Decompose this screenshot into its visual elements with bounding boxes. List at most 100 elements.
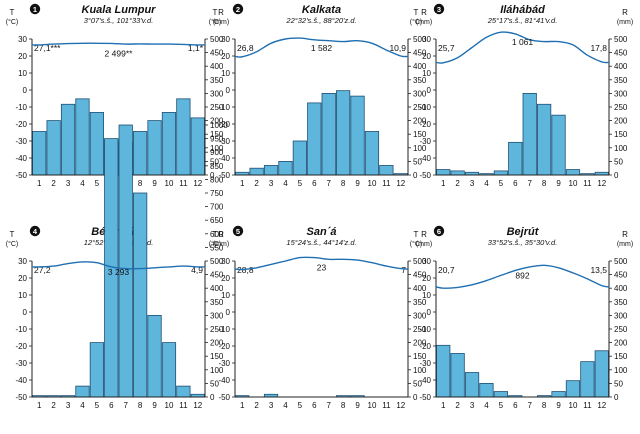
rain-axis-label: R	[421, 8, 427, 17]
rain-tick-label: 50	[413, 379, 422, 388]
rain-tick-label: 800	[210, 175, 224, 184]
month-label: 2	[455, 179, 460, 188]
rain-tick-label: 650	[210, 216, 224, 225]
temp-tick-label: 20	[221, 52, 230, 61]
month-label: 12	[597, 179, 606, 188]
station-coords: 3°07's.š., 101°33'v.d.	[84, 16, 154, 25]
temp-tick-label: 30	[221, 257, 230, 266]
annual-mean-temp: 26,8	[237, 43, 254, 53]
temp-tick-label: -30	[419, 359, 431, 368]
rain-tick-label: 150	[413, 130, 427, 139]
temp-tick-label: 10	[422, 69, 431, 78]
month-label: 12	[396, 179, 405, 188]
temp-tick-label: 30	[422, 257, 431, 266]
station-coords: 25°17's.š., 81°41'v.d.	[487, 16, 558, 25]
precip-bar	[161, 112, 177, 176]
rain-tick-label: 350	[210, 76, 224, 85]
rain-tick-label: 400	[614, 284, 628, 293]
rain-tick-label: 250	[614, 325, 628, 334]
month-label: 9	[355, 401, 360, 410]
month-label: 8	[138, 179, 143, 188]
precip-bar	[133, 192, 148, 398]
month-label: 4	[484, 401, 489, 410]
rain-tick-label: 350	[413, 298, 427, 307]
temp-tick-label: -10	[218, 103, 230, 112]
month-label: 10	[165, 179, 174, 188]
rain-tick-label: 500	[413, 35, 427, 44]
rain-axis-label: R	[218, 8, 224, 17]
month-label: 12	[597, 401, 606, 410]
precip-bar	[263, 165, 279, 176]
annual-mean-temp: 20,7	[438, 265, 455, 275]
temp-tick-label: -50	[218, 171, 230, 180]
month-label: 1	[240, 401, 245, 410]
rain-tick-label: 0	[210, 393, 215, 402]
temp-tick-label: -40	[419, 376, 431, 385]
month-label: 9	[152, 179, 157, 188]
station-name: Bejrút	[507, 226, 540, 238]
month-label: 2	[254, 179, 259, 188]
precip-bar	[508, 141, 523, 176]
temp-tick-label: 0	[427, 308, 432, 317]
precip-bar	[379, 165, 394, 176]
month-label: 6	[312, 179, 317, 188]
annual-temp-range: 1,1*	[188, 43, 204, 53]
rain-tick-label: 0	[614, 171, 619, 180]
precip-bar	[464, 372, 480, 398]
rain-tick-label: 900	[210, 148, 224, 157]
rain-tick-label: 500	[614, 35, 628, 44]
temp-axis-label: T	[10, 8, 15, 17]
month-label: 4	[484, 179, 489, 188]
month-label: 4	[283, 401, 288, 410]
precip-bar	[522, 93, 537, 176]
annual-precip-total: 2 499**	[105, 48, 134, 58]
precip-bar	[278, 160, 293, 176]
temp-axis-label: T	[10, 230, 15, 239]
temp-tick-label: -40	[218, 376, 230, 385]
precip-bar	[350, 95, 365, 176]
precip-bar	[565, 169, 581, 176]
rain-tick-label: 0	[210, 171, 215, 180]
month-label: 7	[326, 179, 331, 188]
rain-tick-label: 400	[413, 62, 427, 71]
rain-tick-label: 1000	[210, 121, 228, 130]
precip-bar	[133, 131, 148, 176]
month-label: 5	[298, 179, 303, 188]
rain-tick-label: 250	[210, 325, 224, 334]
temp-axis-label: T	[213, 230, 218, 239]
month-label: 12	[193, 401, 202, 410]
month-label: 11	[583, 401, 592, 410]
temp-tick-label: 0	[427, 86, 432, 95]
temp-tick-label: -50	[419, 171, 431, 180]
month-label: 9	[556, 179, 561, 188]
annual-mean-temp: 27,2	[34, 265, 51, 275]
rain-tick-label: 200	[210, 339, 224, 348]
rain-tick-label: 300	[210, 311, 224, 320]
temp-tick-label: 0	[226, 86, 231, 95]
precip-bar	[249, 167, 264, 176]
precip-bar	[89, 342, 104, 398]
annual-precip-total: 892	[515, 270, 529, 280]
month-label: 3	[470, 179, 475, 188]
rain-tick-label: 100	[614, 144, 628, 153]
month-label: 9	[355, 179, 360, 188]
precip-bar	[580, 361, 595, 398]
rain-tick-label: 150	[210, 130, 224, 139]
annual-precip-total: 1 061	[512, 37, 534, 47]
month-label: 2	[51, 179, 56, 188]
temperature-line	[234, 256, 409, 271]
station-coords: 22°32's.š., 88°20'z.d.	[285, 16, 356, 25]
month-label: 10	[368, 179, 377, 188]
rain-tick-label: 300	[614, 311, 628, 320]
temp-axis-unit: (°C)	[6, 240, 19, 248]
month-label: 1	[441, 179, 446, 188]
month-label: 6	[312, 401, 317, 410]
rain-tick-label: 250	[210, 103, 224, 112]
temp-tick-label: 10	[18, 69, 27, 78]
rain-tick-label: 850	[210, 162, 224, 171]
precip-bar	[450, 170, 465, 176]
rain-tick-label: 350	[614, 298, 628, 307]
temp-tick-label: -40	[15, 154, 27, 163]
precip-bar	[89, 112, 104, 176]
